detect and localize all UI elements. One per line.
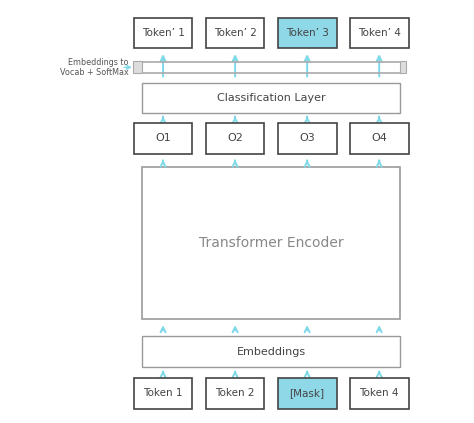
Text: Classification Layer: Classification Layer [217, 93, 326, 103]
Bar [134, 123, 192, 154]
Text: [Mask]: [Mask] [290, 388, 325, 398]
Bar [134, 18, 192, 48]
Text: Token’ 1: Token’ 1 [142, 28, 184, 38]
Text: O3: O3 [299, 133, 315, 143]
Text: Token’ 3: Token’ 3 [286, 28, 328, 38]
Text: Embeddings: Embeddings [237, 346, 306, 357]
Text: O4: O4 [371, 133, 387, 143]
Text: Token 2: Token 2 [215, 388, 255, 398]
Bar [350, 18, 409, 48]
Text: Token’ 2: Token’ 2 [214, 28, 256, 38]
Text: Transformer Encoder: Transformer Encoder [199, 236, 344, 250]
Text: Embeddings to
Vocab + SoftMax: Embeddings to Vocab + SoftMax [60, 58, 129, 77]
Bar [350, 378, 409, 409]
Text: O1: O1 [155, 133, 171, 143]
Text: O2: O2 [227, 133, 243, 143]
Bar [400, 61, 406, 74]
Bar [350, 123, 409, 154]
Text: Token 4: Token 4 [359, 388, 399, 398]
Bar [206, 18, 264, 48]
Bar [206, 378, 264, 409]
Bar [133, 61, 142, 74]
Bar [278, 378, 337, 409]
Bar [206, 123, 264, 154]
Bar [278, 18, 337, 48]
Bar [142, 82, 400, 113]
Bar [134, 378, 192, 409]
Bar [278, 123, 337, 154]
Bar [142, 167, 400, 319]
Bar [142, 336, 400, 367]
Text: Token’ 4: Token’ 4 [358, 28, 401, 38]
Text: Token 1: Token 1 [143, 388, 183, 398]
